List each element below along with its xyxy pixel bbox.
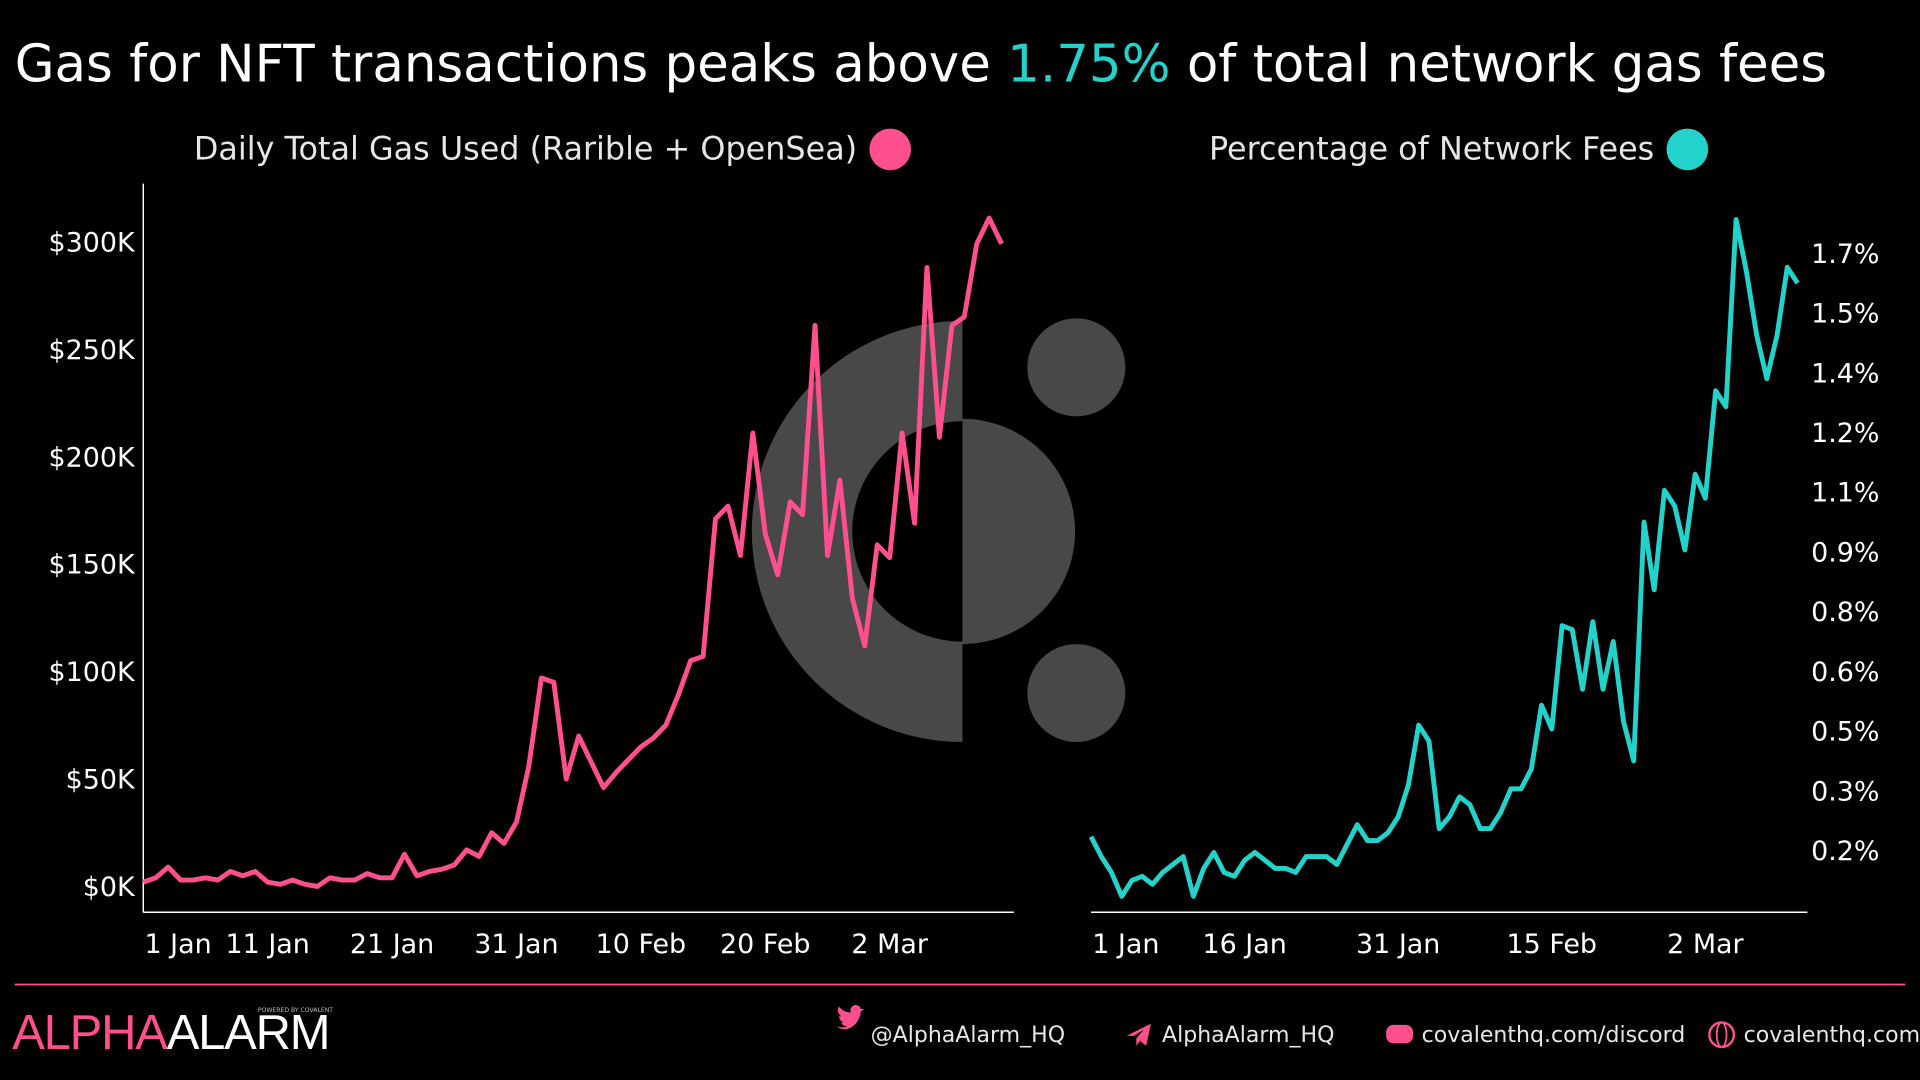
x-tick-label: 2 Mar bbox=[851, 929, 928, 960]
x-tick-label: 31 Jan bbox=[474, 929, 558, 960]
watermark-dot bbox=[1027, 644, 1126, 743]
legend-label: Percentage of Network Fees bbox=[1209, 130, 1654, 168]
web-icon bbox=[1715, 1021, 1728, 1048]
x-tick-label: 11 Jan bbox=[226, 929, 310, 960]
x-tick-label: 21 Jan bbox=[350, 929, 434, 960]
y-tick-label: 0.5% bbox=[1811, 717, 1879, 748]
x-tick-label: 31 Jan bbox=[1356, 929, 1440, 960]
x-tick-label: 2 Mar bbox=[1667, 929, 1744, 960]
x-tick-label: 20 Feb bbox=[720, 929, 810, 960]
y-tick-label: 0.3% bbox=[1811, 776, 1879, 807]
x-tick-label: 10 Feb bbox=[596, 929, 686, 960]
y-tick-label: $300K bbox=[49, 227, 137, 258]
watermark-ring bbox=[751, 320, 963, 743]
title-part: of total network gas fees bbox=[1170, 34, 1827, 94]
footer-link: covalenthq.com bbox=[1744, 1023, 1920, 1048]
twitter-icon bbox=[836, 1004, 865, 1030]
legend-dot bbox=[869, 128, 912, 171]
brand-part: ALARM bbox=[167, 1006, 330, 1060]
legend-dot bbox=[1666, 128, 1709, 171]
brand: ALPHAALARM bbox=[12, 1006, 329, 1060]
powered-by: POWERED BY COVALENT bbox=[258, 1007, 333, 1014]
y-tick-label: 1.1% bbox=[1811, 478, 1879, 509]
y-tick-label: 0.9% bbox=[1811, 537, 1879, 568]
title-accent: 1.75% bbox=[1007, 34, 1170, 94]
watermark bbox=[751, 318, 1126, 743]
title-part: Gas for NFT transactions peaks above bbox=[15, 34, 1007, 94]
brand-part: ALPHA bbox=[12, 1006, 168, 1060]
y-tick-label: $250K bbox=[49, 335, 137, 366]
footer-link: AlphaAlarm_HQ bbox=[1162, 1023, 1334, 1048]
y-tick-label: 1.5% bbox=[1811, 299, 1879, 330]
y-tick-label: $0K bbox=[83, 872, 136, 903]
watermark-dot bbox=[1027, 318, 1126, 417]
x-tick-label: 15 Feb bbox=[1507, 929, 1597, 960]
footer-link: covalenthq.com/discord bbox=[1422, 1023, 1686, 1048]
y-tick-label: 0.8% bbox=[1811, 597, 1879, 628]
data-line bbox=[1088, 217, 1800, 899]
data-line bbox=[142, 215, 1004, 889]
x-tick-label: 1 Jan bbox=[1092, 929, 1159, 960]
title: Gas for NFT transactions peaks above 1.7… bbox=[15, 34, 1827, 94]
y-tick-label: 1.4% bbox=[1811, 358, 1879, 389]
discord-icon bbox=[1386, 1024, 1414, 1044]
y-tick-label: 1.7% bbox=[1811, 239, 1879, 270]
y-tick-label: 1.2% bbox=[1811, 418, 1879, 449]
y-tick-label: 0.2% bbox=[1811, 836, 1879, 867]
footer-link: @AlphaAlarm_HQ bbox=[871, 1023, 1065, 1048]
telegram-icon bbox=[1126, 1023, 1152, 1046]
watermark-half bbox=[962, 418, 1076, 645]
x-tick-label: 16 Jan bbox=[1202, 929, 1286, 960]
legend-label: Daily Total Gas Used (Rarible + OpenSea) bbox=[194, 130, 857, 168]
x-tick-label: 1 Jan bbox=[144, 929, 211, 960]
y-tick-label: $100K bbox=[49, 657, 137, 688]
y-tick-label: $50K bbox=[66, 765, 136, 796]
y-tick-label: $150K bbox=[49, 550, 137, 581]
icons bbox=[836, 1004, 1736, 1049]
y-tick-label: $200K bbox=[49, 442, 137, 473]
y-tick-label: 0.6% bbox=[1811, 657, 1879, 688]
